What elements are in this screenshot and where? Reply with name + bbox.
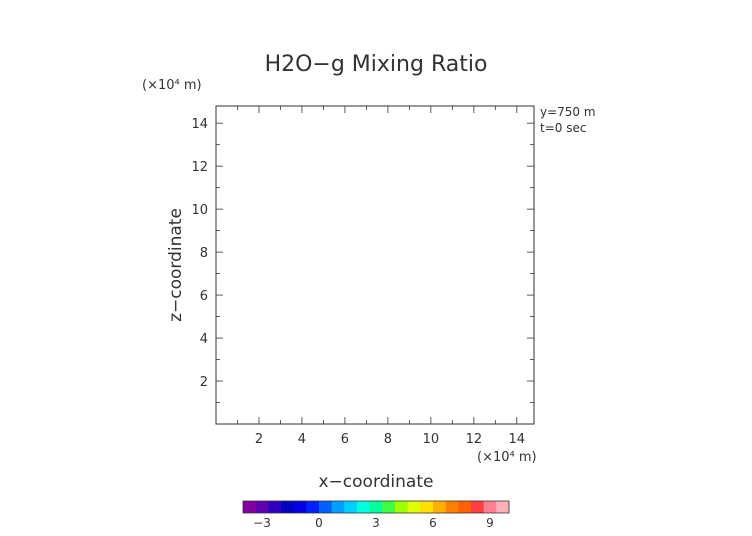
colorbar-segment: [331, 501, 345, 513]
colorbar-tick-label: 0: [315, 516, 323, 530]
y-axis-ticks: [216, 122, 534, 403]
x-tick-label: 2: [255, 432, 263, 447]
colorbar-segment: [306, 501, 320, 513]
y-axis-label: z−coordinate: [166, 208, 186, 322]
colorbar-segment: [243, 501, 257, 513]
colorbar-segment: [369, 501, 383, 513]
colorbar-segment: [319, 501, 333, 513]
colorbar-tick-labels: −3 0 3 6 9: [253, 516, 494, 530]
x-tick-label: 8: [384, 432, 392, 447]
x-tick-label: 6: [341, 432, 349, 447]
colorbar-frame: [242, 500, 510, 514]
colorbar-segment: [420, 501, 434, 513]
y-tick-label: 4: [200, 332, 208, 347]
colorbar-segment: [458, 501, 472, 513]
chart-title: H2O−g Mixing Ratio: [265, 52, 488, 77]
colorbar-segment: [344, 501, 358, 513]
y-tick-label: 14: [191, 117, 208, 132]
colorbar-segment: [357, 501, 371, 513]
colorbar-tick-label: 3: [372, 516, 380, 530]
colorbar: [243, 501, 510, 513]
y-tick-label: 6: [200, 289, 208, 304]
colorbar-tick-label: 6: [429, 516, 437, 530]
colorbar-segment: [407, 501, 421, 513]
colorbar-segment: [395, 501, 409, 513]
x-axis-units-label: (×10⁴ m): [477, 450, 537, 465]
x-tick-label: 10: [423, 432, 440, 447]
colorbar-segment: [281, 501, 295, 513]
colorbar-segment: [483, 501, 497, 513]
annotation-time: t=0 sec: [540, 121, 586, 135]
colorbar-tick-label: 9: [486, 516, 494, 530]
x-axis-tick-labels: 2 4 6 8 10 12 14: [255, 432, 525, 447]
y-axis-units-label: (×10⁴ m): [142, 78, 202, 93]
colorbar-segment: [382, 501, 396, 513]
plot-area: [215, 105, 535, 425]
colorbar-segment: [433, 501, 447, 513]
annotation-y-position: y=750 m: [540, 105, 596, 119]
colorbar-segment: [471, 501, 485, 513]
y-tick-label: 8: [200, 246, 208, 261]
colorbar-segment: [268, 501, 282, 513]
colorbar-segment: [255, 501, 269, 513]
colorbar-tick-label: −3: [253, 516, 271, 530]
x-tick-label: 12: [466, 432, 483, 447]
colorbar-segment: [293, 501, 307, 513]
y-tick-label: 2: [200, 375, 208, 390]
x-tick-label: 4: [298, 432, 306, 447]
x-axis-ticks: [237, 106, 518, 424]
colorbar-segment: [496, 501, 510, 513]
y-tick-label: 10: [191, 203, 208, 218]
x-tick-label: 14: [509, 432, 526, 447]
x-axis-label: x−coordinate: [319, 472, 434, 492]
y-axis-tick-labels: 2 4 6 8 10 12 14: [191, 117, 208, 390]
colorbar-segment: [445, 501, 459, 513]
y-tick-label: 12: [191, 160, 208, 175]
